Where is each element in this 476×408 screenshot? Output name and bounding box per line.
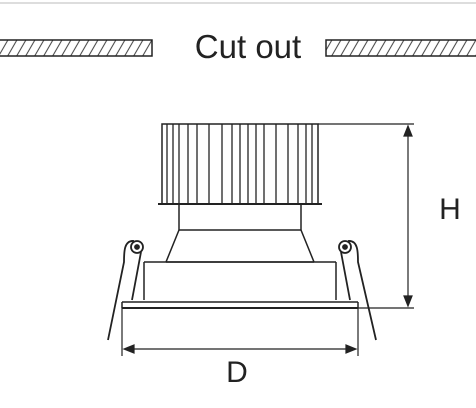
height-label: H — [439, 193, 461, 226]
heat-sink — [158, 123, 322, 205]
ceiling-left-section — [0, 39, 153, 57]
heat-sink-fins — [166, 124, 313, 204]
driver-neck — [165, 204, 315, 263]
left-spring-clip — [107, 240, 144, 341]
diameter-label: D — [226, 356, 248, 389]
ceiling-right-section — [325, 39, 476, 57]
fixture-body — [143, 261, 337, 300]
diameter-dimension — [121, 308, 359, 356]
right-spring-clip — [338, 240, 377, 341]
trim-bezel — [121, 301, 359, 309]
height-dimension — [318, 123, 414, 309]
cutout-label: Cut out — [195, 28, 301, 65]
